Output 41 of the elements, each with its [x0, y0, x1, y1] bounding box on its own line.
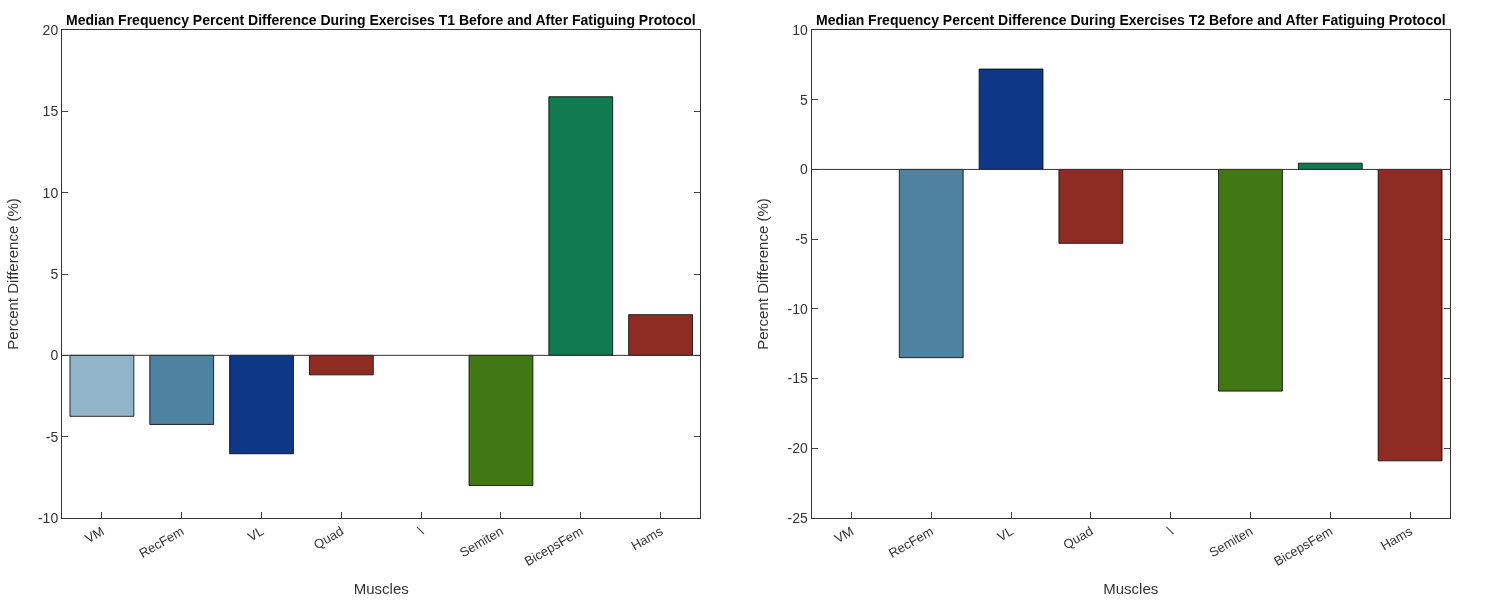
bar — [149, 354, 215, 425]
bar — [898, 169, 964, 359]
x-tick-label: VL — [994, 523, 1016, 545]
x-tick-label: Hams — [1377, 523, 1416, 554]
y-axis-title: Percent Difference (%) — [4, 198, 22, 350]
y-tick-label: -20 — [787, 440, 808, 457]
y-tick-label: 0 — [799, 161, 808, 178]
y-tick-label: -5 — [45, 428, 59, 445]
x-axis-title: Muscles — [1103, 579, 1159, 597]
bar — [1218, 169, 1283, 392]
chart-title: Median Frequency Percent Difference During Exercises T2 Before and After Fatiguing Protocol — [816, 12, 1446, 28]
x-tick-label: Hams — [628, 523, 666, 554]
y-tick-label: -25 — [787, 509, 808, 526]
y-tick-label: 10 — [42, 184, 59, 201]
x-tick-label: VM — [831, 523, 857, 547]
y-tick-label: -10 — [37, 509, 59, 526]
x-tick-label: VM — [82, 523, 107, 547]
bar — [309, 354, 374, 376]
bar — [1377, 169, 1443, 462]
x-tick-label: \ — [415, 523, 427, 539]
bar — [628, 314, 693, 356]
bar — [978, 68, 1044, 170]
y-tick-label: -5 — [795, 231, 808, 248]
y-axis-title: Percent Difference (%) — [753, 198, 771, 350]
bar — [69, 354, 135, 417]
bar — [229, 354, 294, 455]
bar — [468, 354, 534, 486]
x-tick-label: VL — [245, 523, 267, 545]
chart-title: Median Frequency Percent Difference During Exercises T1 Before and After Fatiguing Protocol — [66, 12, 696, 28]
y-tick-label: 15 — [42, 103, 59, 120]
bar — [1058, 169, 1124, 244]
y-tick-label: -15 — [787, 370, 808, 387]
y-tick-label: 0 — [50, 347, 59, 364]
y-tick-label: 20 — [42, 21, 59, 38]
y-tick-label: 5 — [799, 91, 808, 108]
x-axis-title: Muscles — [353, 579, 409, 597]
x-tick-label: \ — [1164, 523, 1176, 539]
bar — [548, 96, 614, 356]
y-tick-label: 5 — [50, 265, 59, 282]
y-tick-label: 10 — [792, 21, 808, 38]
y-tick-label: -10 — [787, 300, 808, 317]
